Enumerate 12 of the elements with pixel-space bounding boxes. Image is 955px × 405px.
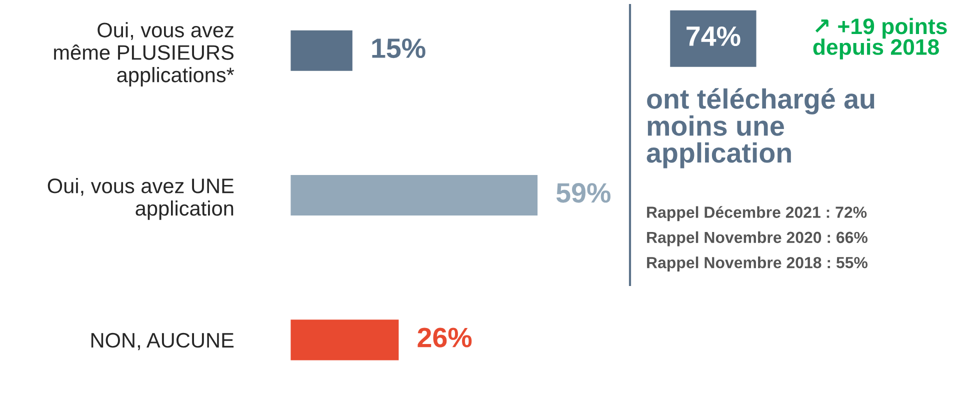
text: ↗ +19 points depuis 2018 <box>813 18 947 60</box>
data-label: 15% <box>372 38 426 58</box>
y-tick-label: Oui, vous avez même PLUSIEURS applications* <box>54 22 234 86</box>
text: Rappel Novembre 2018 : 55% <box>647 256 868 272</box>
data-label: 26% <box>418 328 472 348</box>
y-tick-label: NON, AUCUNE <box>91 332 234 350</box>
y-tick-label: Oui, vous avez UNE application <box>48 178 234 220</box>
text: 74% <box>686 26 740 46</box>
data-label: 59% <box>556 183 610 203</box>
text: Rappel Novembre 2020 : 66% <box>647 231 868 246</box>
text: ont téléchargé au moins une application <box>646 88 874 168</box>
text: Rappel Décembre 2021 : 72% <box>647 206 867 222</box>
